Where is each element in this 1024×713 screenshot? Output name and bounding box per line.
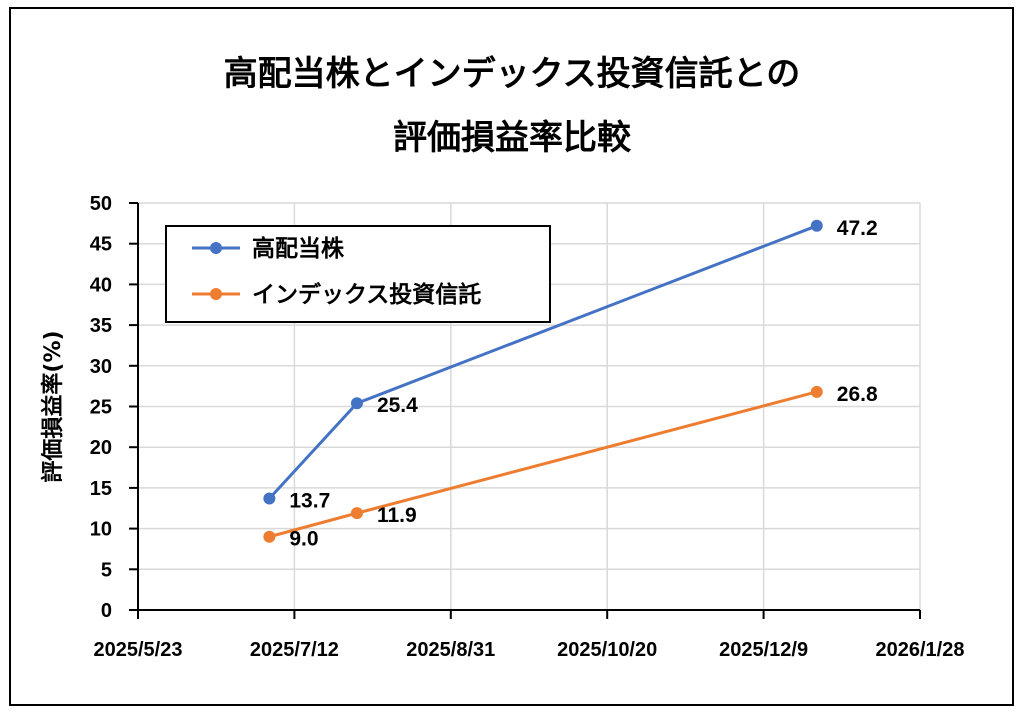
y-tick-label: 30 [90, 356, 112, 378]
series-1-data-label: 47.2 [837, 217, 878, 240]
data-labels: 13.7 25.4 47.2 9.0 11.9 26.8 [289, 217, 878, 551]
chart-title: 高配当株とインデックス投資信託との 評価損益率比較 [224, 54, 801, 158]
series-1-point [350, 397, 363, 410]
y-tick-label: 50 [90, 193, 112, 215]
y-axis-label: 評価損益率(%) [40, 330, 66, 482]
x-tick-label: 2025/8/31 [406, 639, 495, 661]
x-tick-label: 2025/7/12 [250, 639, 339, 661]
legend-label-1: 高配当株 [252, 235, 345, 262]
y-tick-label: 0 [101, 600, 112, 622]
x-tick-label: 2025/12/9 [719, 639, 808, 661]
x-tick-label: 2025/10/20 [557, 639, 657, 661]
series-1-point [263, 492, 276, 505]
x-tick-label: 2025/5/23 [94, 639, 183, 661]
series-1-point [810, 219, 823, 232]
y-tick-label: 10 [90, 519, 112, 541]
y-tick-label: 35 [90, 315, 112, 337]
axes: 0 5 10 15 20 25 30 35 40 45 50 2025/5/23 2025/7/12 20… [90, 193, 965, 661]
legend-marker-1 [210, 242, 222, 254]
series-2-point [263, 530, 276, 543]
y-tick-label: 15 [90, 478, 112, 500]
chart-title-line-1: 高配当株とインデックス投資信託との [224, 54, 801, 94]
chart-frame [9, 7, 1014, 706]
series-1-data-label: 25.4 [377, 394, 418, 417]
y-tick-label: 20 [90, 437, 112, 459]
series-2-point [350, 507, 363, 520]
legend-label-2: インデックス投資信託 [252, 281, 481, 308]
series-2-data-label: 26.8 [837, 383, 878, 406]
series-2-data-label: 11.9 [377, 504, 417, 527]
series-2-data-label: 9.0 [289, 528, 318, 551]
y-tick-label: 40 [90, 274, 112, 296]
series-layer [263, 219, 823, 543]
chart-title-line-2: 評価損益率比較 [393, 118, 632, 158]
legend-marker-2 [210, 288, 222, 300]
series-1-data-label: 13.7 [289, 489, 330, 512]
y-tick-label: 25 [90, 397, 112, 419]
legend-box [165, 225, 551, 323]
x-tick-label: 2026/1/28 [876, 639, 965, 661]
y-tick-label: 45 [90, 234, 112, 256]
series-2-point [810, 385, 823, 398]
y-tick-label: 5 [101, 559, 112, 581]
